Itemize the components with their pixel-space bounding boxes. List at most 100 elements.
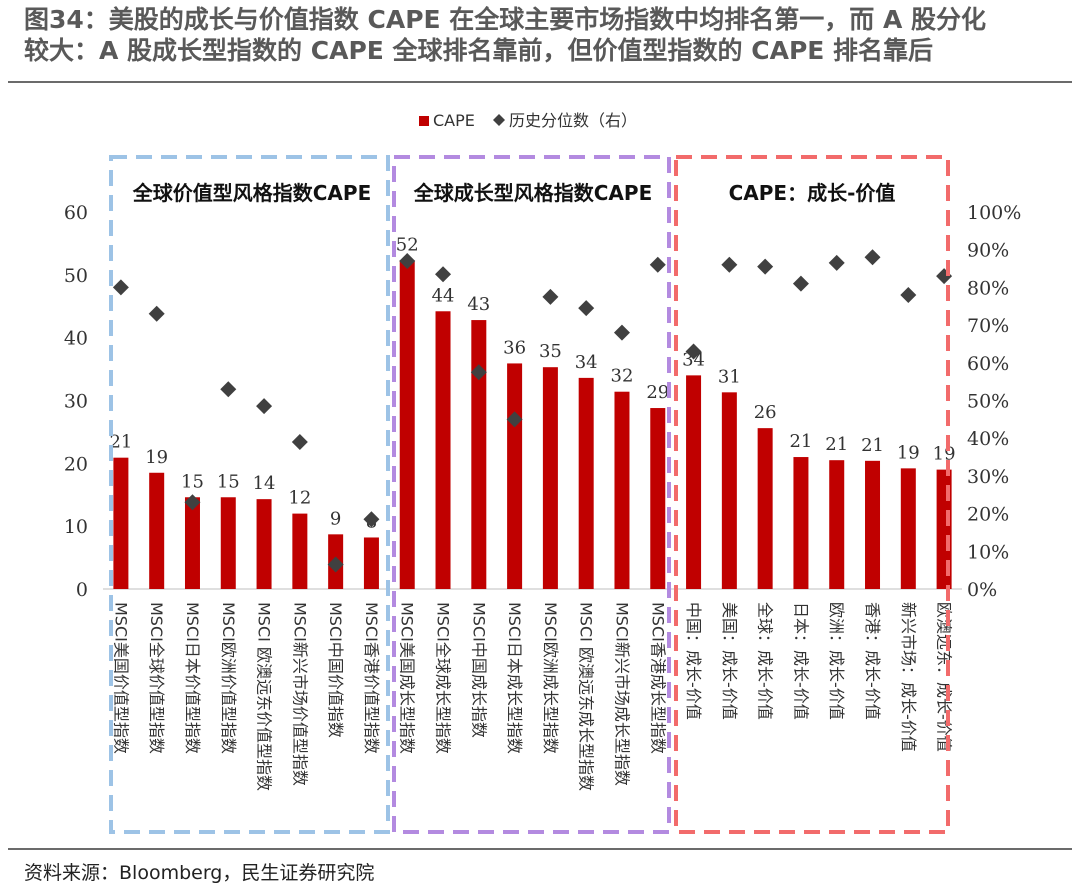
y-left-tick-label: 30 — [64, 391, 88, 413]
cape-bar — [149, 472, 165, 589]
percentile-marker — [578, 300, 595, 317]
top-rule — [8, 81, 1072, 83]
percentile-marker — [900, 286, 917, 303]
group-box — [674, 155, 950, 834]
cape-bar — [471, 320, 487, 589]
category-label: MSCI欧洲价值型指数 — [219, 602, 238, 754]
cape-value-label: 19 — [145, 447, 168, 468]
group-header: 全球价值型风格指数CAPE — [132, 181, 371, 205]
category-label: MSCI美国成长型指数 — [398, 602, 417, 754]
category-label: MSCI日本价值型指数 — [183, 602, 202, 754]
title-line-2: 较大：A 股成长型指数的 CAPE 全球排名靠前，但价值型指数的 CAPE 排名… — [24, 36, 934, 65]
category-label: 香港：成长-价值 — [863, 602, 882, 720]
cape-value-label: 52 — [396, 234, 419, 255]
legend-percentile-label: 历史分位数（右） — [509, 111, 637, 130]
cape-bar — [578, 377, 594, 589]
y-right-tick-label: 10% — [967, 541, 1009, 563]
legend-percentile-marker — [493, 114, 505, 126]
group-header: CAPE：成长-价值 — [729, 181, 896, 205]
y-left-tick-label: 40 — [64, 328, 88, 350]
y-left-tick-label: 50 — [64, 265, 88, 287]
percentile-marker — [613, 324, 630, 341]
category-label: MSCI全球价值型指数 — [147, 602, 166, 754]
group-box — [109, 155, 390, 834]
percentile-marker — [721, 256, 738, 273]
percentile-marker — [685, 343, 702, 360]
cape-value-label: 12 — [288, 488, 311, 509]
cape-value-label: 36 — [503, 337, 526, 358]
source-note: 资料来源：Bloomberg，民生证券研究院 — [24, 862, 375, 884]
category-label: 中国：成长-价值 — [684, 602, 703, 720]
cape-value-label: 31 — [718, 366, 741, 387]
category-label: 欧澳远东：成长-价值 — [935, 602, 954, 752]
percentile-marker — [435, 266, 452, 283]
y-right-tick-label: 70% — [967, 315, 1009, 337]
y-left-tick-label: 10 — [64, 516, 88, 538]
category-label: MSCI 欧澳远东成长型指数 — [577, 602, 596, 791]
legend-cape-swatch — [419, 116, 429, 126]
percentile-marker — [828, 254, 845, 271]
cape-bar — [614, 391, 630, 589]
cape-value-label: 44 — [432, 285, 455, 306]
percentile-marker — [112, 279, 129, 296]
y-right-tick-label: 60% — [967, 353, 1009, 375]
percentile-marker — [220, 381, 237, 398]
category-label: MSCI新兴市场成长型指数 — [612, 602, 631, 786]
category-label: MSCI全球成长型指数 — [434, 602, 453, 754]
chart-title: 图34：美股的成长与价值指数 CAPE 在全球主要市场指数中均排名第一，而 A … — [24, 4, 1064, 66]
cape-bar — [793, 457, 809, 589]
percentile-marker — [542, 288, 559, 305]
y-right-tick-label: 90% — [967, 240, 1009, 262]
cape-value-label: 29 — [646, 382, 669, 403]
cape-value-label: 26 — [754, 402, 777, 423]
percentile-marker — [363, 511, 380, 528]
percentile-marker — [184, 494, 201, 511]
percentile-marker — [399, 253, 416, 270]
category-label: MSCI中国成长指数 — [469, 602, 488, 738]
cape-bar — [184, 497, 200, 589]
cape-bar — [542, 367, 558, 589]
y-right-tick-label: 100% — [967, 202, 1021, 224]
cape-bar — [721, 392, 737, 589]
percentile-marker — [757, 258, 774, 275]
cape-bar — [363, 537, 379, 589]
category-label: 全球：成长-价值 — [756, 602, 775, 720]
y-right-tick-label: 20% — [967, 504, 1009, 526]
percentile-marker — [291, 433, 308, 450]
y-right-tick-label: 0% — [967, 579, 997, 601]
cape-bar — [399, 260, 415, 589]
category-label: MSCI日本成长型指数 — [505, 602, 524, 754]
y-right-tick-label: 50% — [967, 391, 1009, 413]
cape-value-label: 15 — [181, 471, 204, 492]
cape-value-label: 14 — [253, 473, 276, 494]
percentile-marker — [148, 305, 165, 322]
cape-value-label: 21 — [789, 431, 812, 452]
cape-bar — [435, 311, 451, 589]
cape-bar — [865, 460, 881, 589]
percentile-marker — [506, 411, 523, 428]
cape-value-label: 34 — [575, 352, 598, 373]
category-label: 日本：成长-价值 — [791, 602, 810, 720]
percentile-marker — [256, 398, 273, 415]
y-left-tick-label: 20 — [64, 453, 88, 475]
category-label: 新兴市场：成长-价值 — [899, 602, 918, 752]
cape-value-label: 35 — [539, 341, 562, 362]
cape-bar — [292, 513, 308, 589]
percentile-marker — [792, 275, 809, 292]
cape-bar — [507, 363, 523, 589]
cape-value-label: 34 — [682, 349, 705, 370]
cape-value-label: 21 — [109, 432, 132, 453]
percentile-marker — [864, 249, 881, 266]
cape-bar — [650, 408, 666, 589]
cape-bar — [900, 468, 916, 589]
category-label: 美国：成长-价值 — [720, 602, 739, 720]
cape-value-label: 21 — [861, 435, 884, 456]
y-left-tick-label: 60 — [64, 202, 88, 224]
cape-value-label: 19 — [897, 442, 920, 463]
category-label: MSCI欧洲成长型指数 — [541, 602, 560, 754]
cape-bar — [757, 428, 773, 589]
y-left-tick-label: 0 — [76, 579, 88, 601]
category-label: 欧洲：成长-价值 — [827, 602, 846, 720]
legend-cape-label: CAPE — [433, 111, 475, 130]
